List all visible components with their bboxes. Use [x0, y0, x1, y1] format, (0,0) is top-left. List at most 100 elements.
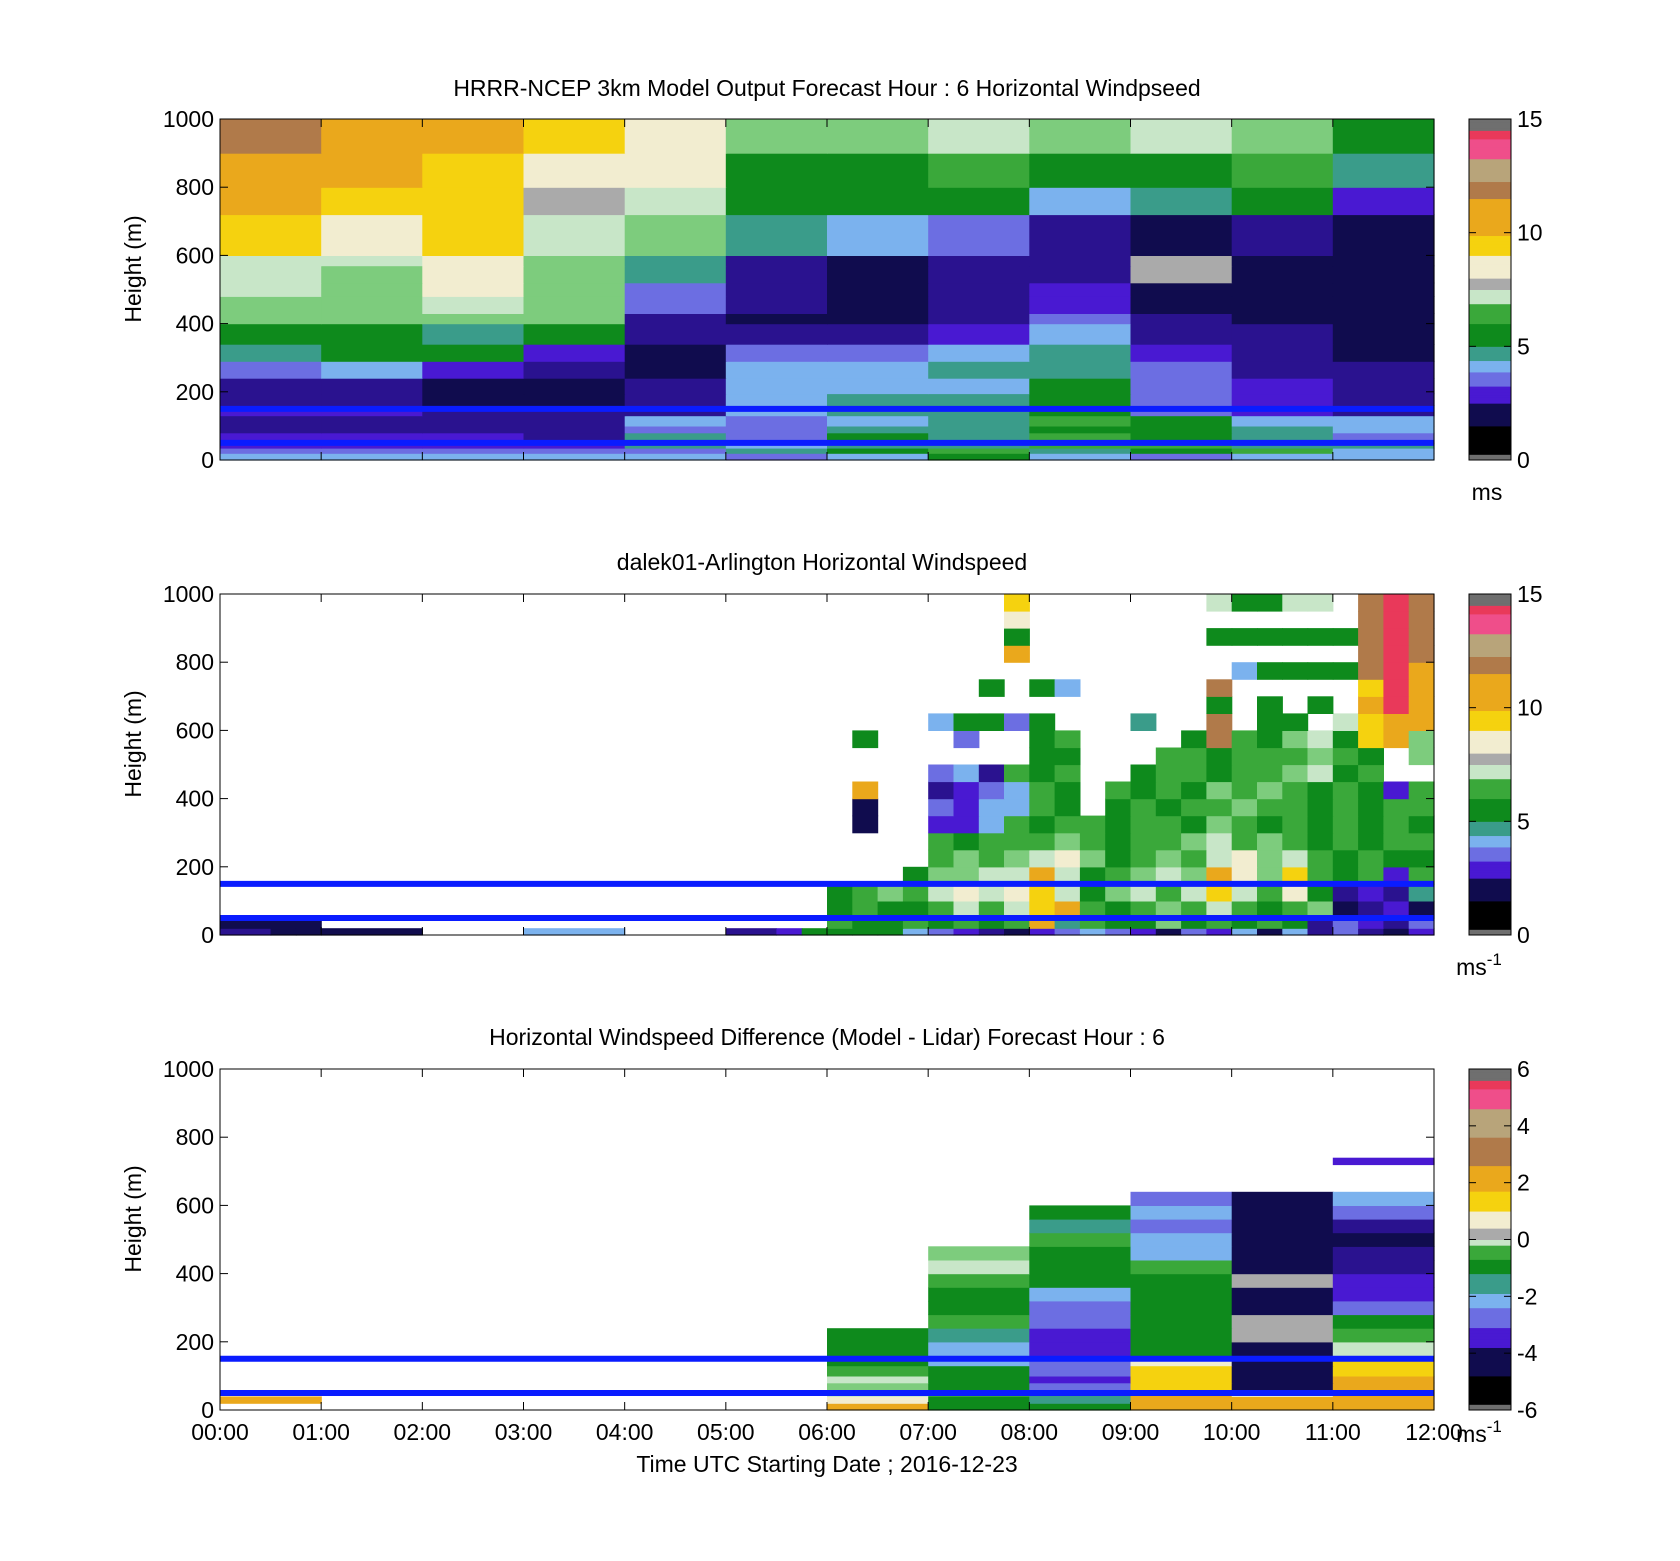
- heatmap-cell: [1206, 918, 1233, 929]
- heatmap-cell: [422, 361, 525, 379]
- colorbar-segment: [1469, 224, 1511, 228]
- heatmap-cell: [1282, 713, 1309, 731]
- heatmap-cell: [1029, 448, 1132, 454]
- heatmap-cell: [1181, 798, 1207, 817]
- heatmap-cell: [1130, 1246, 1233, 1261]
- heatmap-cell: [725, 378, 828, 395]
- colorbar-segment: [1469, 374, 1511, 379]
- heatmap-cell: [1105, 866, 1132, 885]
- heatmap-cell: [1029, 815, 1056, 834]
- colorbar-segment: [1469, 693, 1511, 697]
- heatmap-cell: [624, 448, 727, 454]
- heatmap-cell: [1054, 764, 1081, 783]
- colorbar-segment: [1469, 1176, 1511, 1181]
- colorbar-unit-text: ms: [1472, 479, 1503, 505]
- heatmap-cell: [1358, 747, 1384, 766]
- heatmap-cell: [1105, 918, 1132, 929]
- heatmap-cell: [1231, 119, 1334, 154]
- colorbar-segment: [1469, 696, 1511, 700]
- colorbar-segment: [1469, 1293, 1511, 1297]
- colorbar-segment: [1469, 1395, 1511, 1400]
- heatmap-cell: [1130, 344, 1233, 362]
- heatmap-cell: [1332, 730, 1359, 749]
- heatmap-cell: [1130, 1341, 1233, 1356]
- colorbar-segment: [1469, 886, 1511, 891]
- heatmap-cell: [725, 425, 828, 434]
- heatmap-cell: [1231, 265, 1334, 284]
- heatmap-cell: [1231, 594, 1258, 612]
- heatmap-cell: [422, 265, 525, 284]
- heatmap-cell: [1231, 1341, 1334, 1356]
- colorbar-tick-label: 0: [1517, 922, 1530, 948]
- heatmap-cell: [523, 453, 626, 461]
- heatmap-cell: [1332, 153, 1435, 188]
- colorbar-segment: [1469, 923, 1511, 927]
- y-tick-label: 0: [201, 922, 214, 948]
- colorbar-segment: [1469, 1165, 1511, 1169]
- colorbar-segment: [1469, 1353, 1511, 1357]
- heatmap-cell: [1257, 883, 1283, 902]
- heatmap-cell: [1383, 696, 1410, 714]
- heatmap-cell: [422, 323, 525, 345]
- heatmap-cell: [1231, 393, 1334, 406]
- colorbar-segment: [1469, 747, 1511, 751]
- heatmap-cell: [1029, 1246, 1132, 1261]
- colorbar-frame: [1468, 118, 1512, 461]
- heatmap-cell: [1408, 645, 1435, 663]
- heatmap-cell: [1231, 1246, 1334, 1261]
- heatmap-cell: [928, 425, 1030, 434]
- colorbar-segment: [1469, 292, 1511, 296]
- colorbar-segment: [1469, 1171, 1511, 1175]
- heatmap-cell: [321, 393, 423, 406]
- heatmap-cell: [1029, 713, 1056, 731]
- heatmap-cell: [1231, 1300, 1334, 1316]
- heatmap-cell: [1130, 282, 1233, 297]
- heatmap-cell: [978, 798, 1005, 817]
- colorbar-segment: [1469, 821, 1511, 825]
- colorbar-ticks: -6 -4 -2 0 2 4 6: [1469, 1056, 1538, 1423]
- chart-title: HRRR-NCEP 3km Model Output Forecast Hour…: [453, 75, 1200, 101]
- heatmap-cell: [523, 214, 626, 256]
- heatmap-cell: [852, 798, 879, 817]
- heatmap-cell: [422, 453, 525, 461]
- colorbar-segment: [1469, 1284, 1511, 1289]
- heatmap-cell: [1358, 900, 1384, 919]
- heatmap-cell: [1004, 883, 1030, 902]
- colorbar-segment: [1469, 457, 1511, 461]
- colorbar-segment: [1469, 440, 1511, 444]
- heatmap-cell: [1383, 849, 1410, 868]
- heatmap-cell: [1029, 344, 1132, 362]
- x-tick-label: 00:00: [191, 1419, 249, 1445]
- colorbar-segment: [1469, 317, 1511, 322]
- colorbar-segment: [1469, 761, 1511, 765]
- heatmap-cell: [1257, 747, 1283, 766]
- heatmap-cell: [1231, 1375, 1334, 1384]
- heatmap-cell: [725, 265, 828, 284]
- colorbar-segment: [1469, 1086, 1511, 1090]
- heatmap-cell: [827, 432, 929, 444]
- colorbar-segment: [1469, 912, 1511, 916]
- heatmap-cell: [1408, 918, 1435, 929]
- colorbar-segment: [1469, 699, 1511, 703]
- heatmap-cell: [1181, 730, 1207, 749]
- colorbar-segment: [1469, 255, 1511, 259]
- heatmap-cell: [1054, 883, 1081, 902]
- heatmap-cell: [1383, 918, 1410, 929]
- heatmap-cell: [1206, 798, 1233, 817]
- heatmap-cell: [1231, 296, 1334, 314]
- heatmap-cell: [1206, 679, 1233, 697]
- colorbar-segment: [1469, 235, 1511, 239]
- heatmap-cell: [523, 323, 626, 345]
- heatmap-cell: [852, 928, 879, 936]
- colorbar-tick-label: 10: [1517, 220, 1543, 246]
- heatmap-cell: [1130, 432, 1233, 444]
- heatmap-cell: [1231, 214, 1334, 256]
- heatmap-cell: [953, 832, 980, 851]
- heatmap-cell: [1029, 764, 1056, 783]
- panel-model-output: HRRR-NCEP 3km Model Output Forecast Hour…: [120, 75, 1543, 505]
- x-tick-label: 02:00: [394, 1419, 452, 1445]
- heatmap-cell: [1332, 1403, 1435, 1411]
- heatmap-cell: [1029, 214, 1132, 256]
- colorbar-segment: [1469, 1140, 1511, 1144]
- colorbar-segment: [1469, 1378, 1511, 1383]
